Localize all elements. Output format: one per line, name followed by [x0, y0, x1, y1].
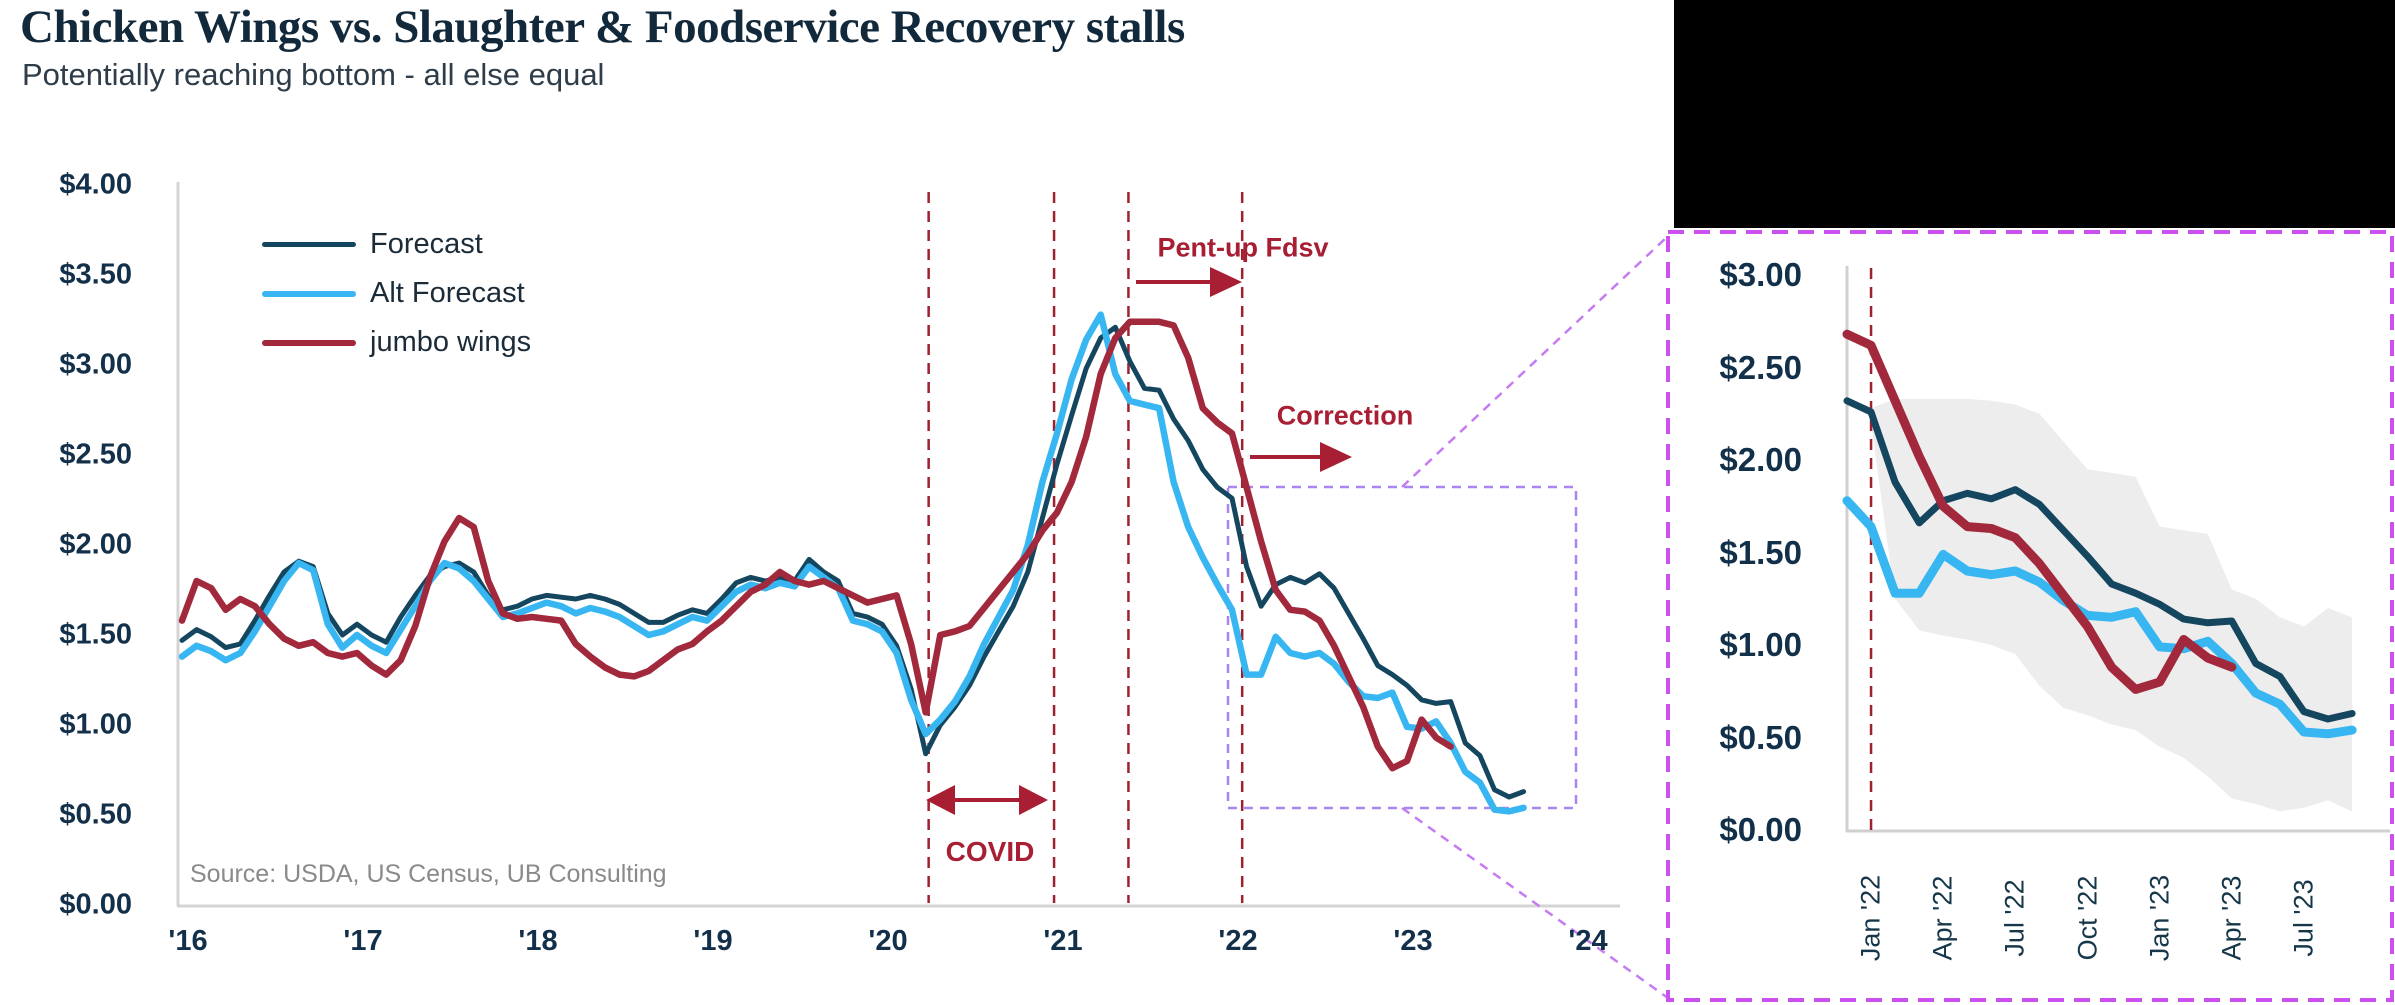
page-subtitle: Potentially reaching bottom - all else e…: [22, 57, 605, 92]
tick-label: '22: [1218, 925, 1258, 957]
covid-annotation: COVID: [945, 836, 1035, 867]
tick-label: $1.50: [59, 618, 132, 651]
tick-label: Jan '23: [2144, 874, 2175, 962]
tick-label: Apr '23: [2216, 875, 2247, 961]
legend: Forecast Alt Forecast jumbo wings: [262, 220, 531, 367]
tick-label: '16: [168, 925, 208, 957]
series-line: [1843, 397, 2356, 723]
tick-label: $2.00: [59, 528, 132, 561]
tick-label: $1.00: [1719, 626, 1802, 663]
series-line: [178, 311, 1527, 815]
correction-annotation: Correction: [1276, 400, 1414, 431]
tick-label: '17: [343, 925, 383, 957]
pent-up-fdsv-annotation: Pent-up Fdsv: [1157, 232, 1329, 263]
tick-label: Jul '23: [2288, 879, 2319, 957]
tick-label: '20: [868, 925, 908, 957]
tick-label: $0.00: [1719, 811, 1802, 848]
event-vlines: [927, 192, 1244, 903]
tick-label: $1.00: [59, 708, 132, 741]
tick-label: $1.50: [1719, 533, 1802, 571]
tick-label: Apr '22: [1927, 875, 1958, 961]
zoom-connector-top: [1401, 235, 1669, 488]
source-note: Source: USDA, US Census, UB Consulting: [190, 860, 667, 888]
legend-label: jumbo wings: [370, 326, 532, 358]
inset-border: [1666, 230, 2394, 1002]
alt-forecast-line-swatch: [262, 290, 356, 297]
tick-label: $0.50: [59, 798, 132, 831]
tick-label: $0.50: [1719, 718, 1802, 756]
tick-label: $4.00: [59, 168, 132, 201]
tick-label: $3.50: [59, 258, 132, 291]
tick-label: $2.50: [59, 438, 132, 471]
tick-label: '24: [1568, 925, 1608, 957]
inset-series-lines: [1842, 329, 2357, 739]
tick-label: Jan '22: [1855, 874, 1886, 962]
tick-label: Oct '22: [2072, 875, 2102, 961]
pent-up-arrow: [1136, 267, 1242, 297]
series-line: [1842, 329, 2237, 694]
series-line: [1842, 496, 2357, 739]
tick-label: '18: [518, 925, 558, 957]
covid-range-arrow: [926, 785, 1048, 815]
tick-label: $0.00: [59, 888, 132, 921]
series-line: [179, 324, 1527, 800]
legend-item-jumbo-wings: jumbo wings: [262, 318, 531, 367]
tick-label: $2.00: [1719, 441, 1802, 478]
forecast-line-swatch: [262, 242, 356, 247]
tick-label: $3.00: [1719, 256, 1802, 293]
zoom-connector-bottom: [1401, 806, 1669, 1000]
tick-label: '23: [1393, 925, 1433, 957]
correction-arrow: [1250, 442, 1352, 472]
black-mask-box: [1674, 0, 2395, 228]
legend-item-forecast: Forecast: [262, 220, 531, 269]
tick-label: $2.50: [1719, 348, 1802, 386]
legend-label: Forecast: [370, 228, 483, 260]
legend-label: Alt Forecast: [370, 277, 525, 309]
tick-label: $3.00: [59, 348, 132, 381]
tick-label: '21: [1043, 925, 1083, 957]
main-series-lines: [178, 311, 1527, 815]
page-title: Chicken Wings vs. Slaughter & Foodservic…: [20, 1, 1185, 53]
series-line: [178, 318, 1454, 772]
tick-label: Jul '22: [1999, 879, 2030, 957]
jumbo-wings-line-swatch: [262, 339, 356, 346]
inset-confidence-band: [1871, 398, 2353, 812]
legend-item-alt-forecast: Alt Forecast: [262, 269, 531, 318]
confidence-band: [1871, 398, 2353, 812]
tick-label: '19: [693, 925, 733, 957]
